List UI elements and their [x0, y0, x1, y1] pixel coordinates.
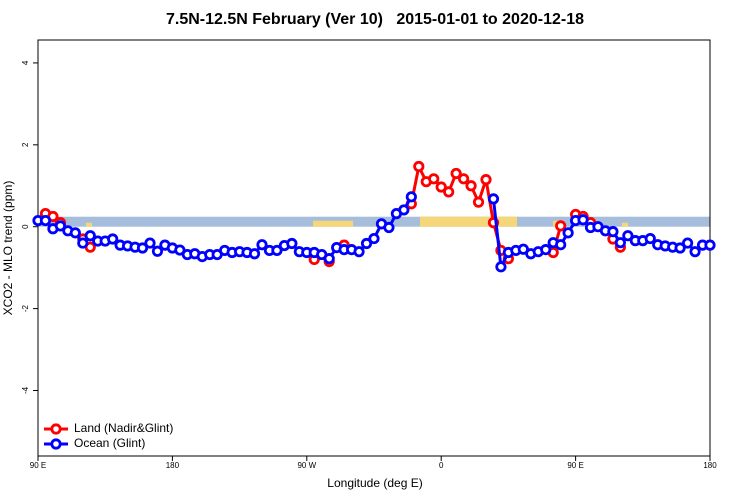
- legend-marker: [50, 423, 62, 435]
- x-tick-label: 90 W: [297, 461, 316, 470]
- data-point: [555, 239, 567, 251]
- data-point: [353, 246, 365, 258]
- x-tick-label: 0: [439, 461, 444, 470]
- x-tick-label: 90 E: [30, 461, 46, 470]
- data-point: [69, 227, 81, 239]
- land-patch: [622, 222, 628, 227]
- data-point: [428, 173, 440, 185]
- land-patch: [420, 216, 517, 227]
- data-point: [360, 237, 373, 250]
- data-point: [457, 173, 470, 185]
- x-tick-label: 180: [166, 461, 180, 470]
- data-point: [286, 237, 298, 250]
- data-point: [644, 232, 656, 245]
- data-point: [256, 239, 268, 251]
- data-point: [674, 242, 686, 254]
- data-point: [77, 237, 89, 249]
- data-point: [383, 221, 395, 234]
- data-point: [435, 181, 447, 193]
- data-point: [398, 204, 410, 216]
- x-axis-label: Longitude (deg E): [327, 476, 422, 490]
- data-point: [487, 193, 500, 205]
- y-tick-label: 4: [21, 60, 30, 65]
- y-tick-label: -4: [21, 386, 30, 394]
- data-point: [413, 160, 425, 173]
- data-point: [577, 214, 589, 226]
- data-point: [323, 253, 335, 265]
- data-point: [540, 244, 552, 256]
- data-point: [689, 246, 701, 258]
- data-point: [39, 214, 52, 227]
- data-point: [681, 237, 694, 249]
- data-point: [704, 239, 716, 251]
- ocean-band: [38, 216, 710, 227]
- data-point: [271, 244, 283, 257]
- data-point: [622, 230, 634, 242]
- x-tick-label: 90 E: [567, 461, 583, 470]
- land-patch: [313, 220, 353, 227]
- data-point: [614, 237, 627, 249]
- data-point: [562, 227, 574, 239]
- data-point: [248, 248, 261, 260]
- data-point: [107, 233, 119, 245]
- data-point: [450, 167, 462, 180]
- data-point: [368, 232, 380, 245]
- data-point: [555, 220, 567, 232]
- land-ocean-band: [38, 216, 710, 227]
- y-tick-label: -2: [21, 304, 30, 312]
- data-point: [136, 242, 149, 254]
- data-point: [405, 191, 417, 203]
- data-point: [144, 237, 156, 249]
- x-tick-label: 180: [703, 461, 717, 470]
- data-point: [151, 245, 164, 257]
- land-patch: [86, 222, 92, 227]
- legend-marker: [50, 438, 62, 450]
- data-point: [495, 261, 507, 273]
- chart-title: 7.5N-12.5N February (Ver 10) 2015-01-01 …: [166, 11, 584, 28]
- data-point: [84, 230, 96, 242]
- data-point: [472, 196, 485, 208]
- legend-label: Ocean (Glint): [74, 436, 145, 450]
- data-point: [480, 174, 492, 186]
- data-point: [465, 180, 477, 192]
- y-axis-label: XCO2 - MLO trend (ppm): [1, 181, 15, 316]
- data-point: [607, 226, 619, 238]
- data-point: [54, 220, 67, 232]
- y-tick-label: 2: [21, 142, 30, 147]
- legend-label: Land (Nadir&Glint): [74, 421, 173, 435]
- data-point: [443, 186, 455, 198]
- y-tick-label: 0: [21, 224, 30, 229]
